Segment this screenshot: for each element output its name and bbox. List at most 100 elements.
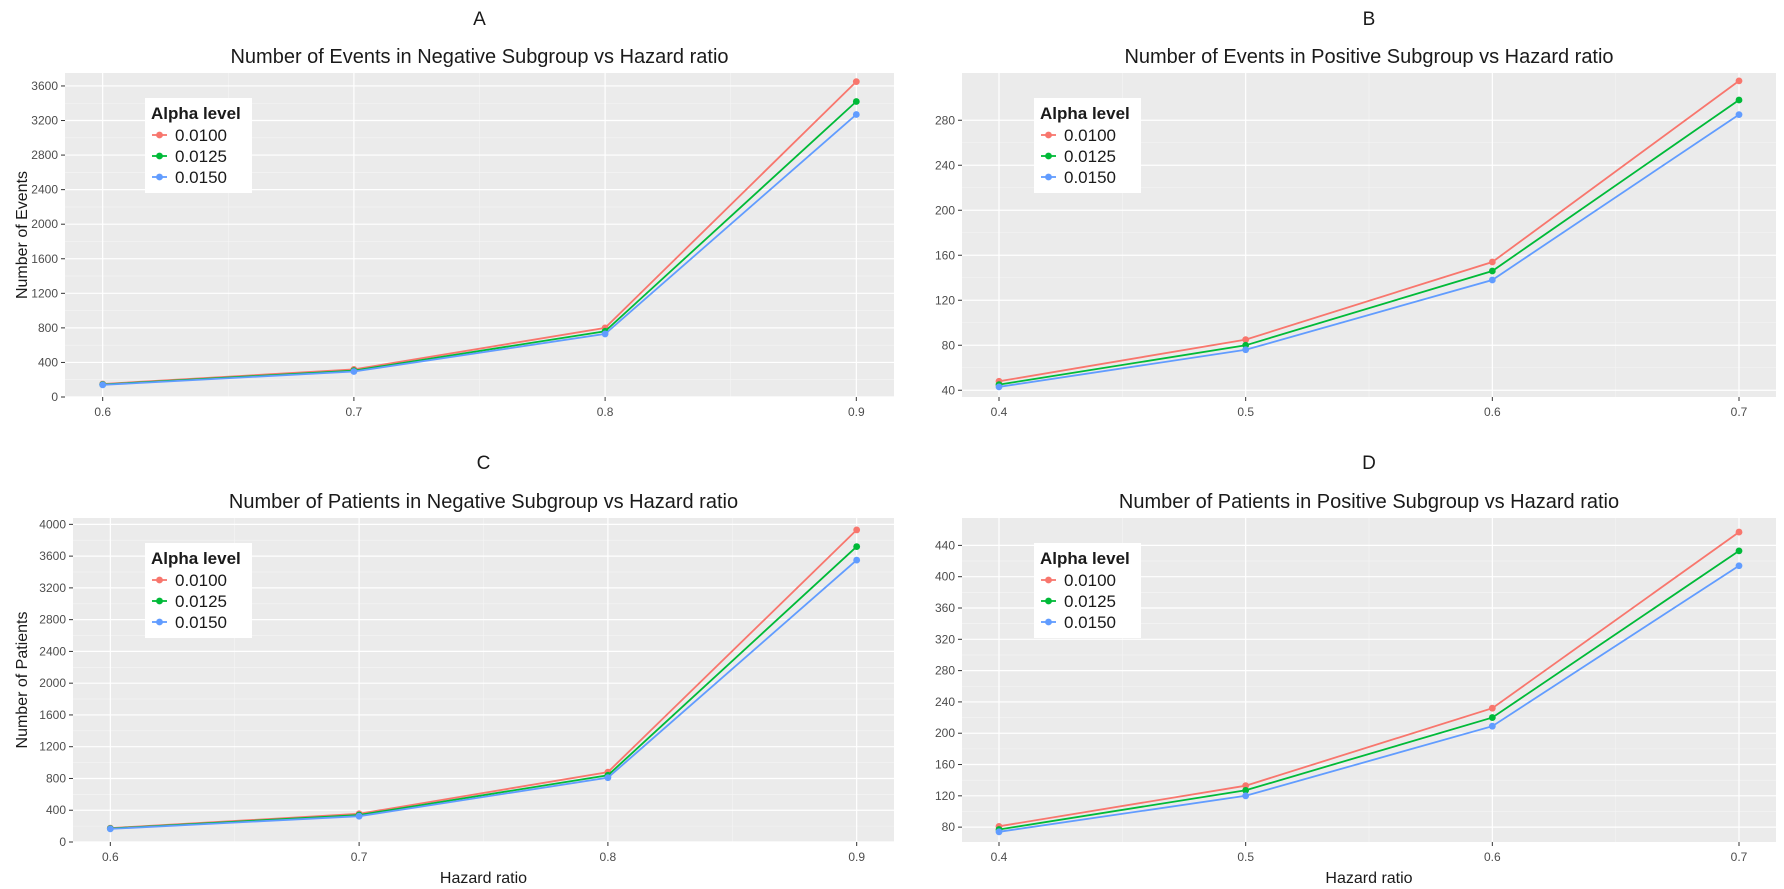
panel-d: D Number of Patients in Positive Subgroup… <box>935 453 1776 887</box>
legend-key-point <box>1045 597 1052 605</box>
series-line-0.0125 <box>998 550 1740 831</box>
legend-label: 0.0125 <box>175 592 227 611</box>
legend-label: 0.0150 <box>175 613 227 632</box>
legend-key-point <box>156 173 163 181</box>
y-tick-label: 400 <box>38 355 58 369</box>
series-line-0.0125 <box>998 99 1740 386</box>
legend-label: 0.0125 <box>175 147 227 166</box>
x-tick-label: 0.6 <box>1484 850 1501 864</box>
panel-c: C Number of Patients in Negative Subgroup… <box>14 453 894 887</box>
data-point-0.0150 <box>355 812 363 820</box>
legend-label: 0.0125 <box>1064 592 1116 611</box>
legend-label: 0.0150 <box>1064 613 1116 632</box>
data-point-0.0150 <box>106 825 114 833</box>
y-tick-label: 2000 <box>31 217 58 231</box>
y-tick-label: 40 <box>942 383 956 397</box>
x-tick-label: 0.5 <box>1237 405 1254 419</box>
data-point-0.0100 <box>853 526 861 534</box>
data-point-0.0150 <box>995 828 1003 836</box>
series-line-0.0150 <box>998 564 1740 833</box>
legend: Alpha level 0.0100 0.0125 0.0150 <box>145 98 252 193</box>
y-tick-label: 80 <box>942 820 956 834</box>
y-tick-label: 2800 <box>39 613 66 627</box>
y-axis-title: Number of Events <box>14 171 31 299</box>
x-tick-label: 0.4 <box>991 850 1008 864</box>
legend-label: 0.0150 <box>175 168 227 187</box>
legend-label: 0.0100 <box>1064 571 1116 590</box>
legend-label: 0.0150 <box>1064 168 1116 187</box>
x-axis-title: Hazard ratio <box>1325 870 1412 887</box>
data-point-0.0150 <box>1242 346 1250 354</box>
x-tick-label: 0.4 <box>991 405 1008 419</box>
legend-key-point <box>156 152 163 160</box>
panel-tag: A <box>473 9 486 30</box>
data-point-0.0125 <box>852 98 860 105</box>
legend-label: 0.0100 <box>175 126 227 145</box>
panel-a: A Number of Events in Negative Subgroup v… <box>14 9 894 419</box>
series-line-0.0150 <box>110 559 858 830</box>
y-tick-label: 160 <box>935 758 955 772</box>
chart-title: Number of Patients in Negative Subgroup … <box>229 491 738 513</box>
data-point-0.0150 <box>604 774 612 782</box>
y-tick-label: 800 <box>46 771 66 785</box>
chart-title: Number of Events in Negative Subgroup vs… <box>230 46 728 68</box>
legend: Alpha level 0.0100 0.0125 0.0150 <box>1034 98 1141 193</box>
y-tick-label: 0 <box>59 835 66 849</box>
x-tick-label: 0.5 <box>1237 850 1254 864</box>
legend-label: 0.0100 <box>1064 126 1116 145</box>
data-point-0.0150 <box>852 111 860 118</box>
data-point-0.0100 <box>1242 336 1250 344</box>
data-point-0.0150 <box>99 381 107 389</box>
x-tick-label: 0.9 <box>848 405 865 419</box>
y-tick-label: 200 <box>935 203 955 217</box>
y-tick-label: 3200 <box>31 114 58 128</box>
x-tick-label: 0.7 <box>1731 850 1748 864</box>
y-tick-label: 1200 <box>31 286 58 300</box>
series-line-0.0150 <box>102 113 857 386</box>
y-tick-label: 360 <box>935 601 955 615</box>
legend-key-point <box>1045 131 1052 139</box>
y-axis-title: Number of Patients <box>14 612 31 749</box>
data-point-0.0125 <box>1735 96 1743 104</box>
data-point-0.0150 <box>1488 722 1496 730</box>
y-tick-label: 200 <box>935 726 955 740</box>
y-tick-label: 1200 <box>39 740 66 754</box>
legend-label: 0.0100 <box>175 571 227 590</box>
x-tick-label: 0.7 <box>346 405 363 419</box>
panel-tag: B <box>1363 9 1376 30</box>
legend-title: Alpha level <box>151 549 241 568</box>
chart-title: Number of Patients in Positive Subgroup … <box>1119 491 1619 513</box>
x-tick-label: 0.6 <box>94 405 111 419</box>
y-tick-label: 2800 <box>31 148 58 162</box>
y-tick-label: 3600 <box>39 549 66 563</box>
y-tick-label: 280 <box>935 113 955 127</box>
legend-title: Alpha level <box>151 104 241 123</box>
y-tick-label: 4000 <box>39 517 66 531</box>
y-tick-label: 240 <box>935 695 955 709</box>
series-line-0.0100 <box>998 531 1740 828</box>
legend-label: 0.0125 <box>1064 147 1116 166</box>
legend-key-point <box>156 131 163 139</box>
x-tick-label: 0.7 <box>1731 405 1748 419</box>
data-point-0.0150 <box>350 368 358 375</box>
y-tick-label: 160 <box>935 248 955 262</box>
chart-title: Number of Events in Positive Subgroup vs… <box>1124 46 1613 68</box>
x-tick-label: 0.6 <box>102 850 119 864</box>
data-point-0.0100 <box>1735 77 1743 85</box>
y-tick-label: 3200 <box>39 581 66 595</box>
data-point-0.0125 <box>1735 547 1743 555</box>
x-tick-label: 0.7 <box>351 850 368 864</box>
y-tick-label: 80 <box>942 338 956 352</box>
data-point-0.0100 <box>1488 258 1496 266</box>
y-tick-label: 240 <box>935 158 955 172</box>
legend-key-point <box>1045 618 1052 626</box>
y-tick-label: 3600 <box>31 79 58 93</box>
panel-tag: D <box>1362 453 1376 474</box>
legend-key-point <box>156 597 163 605</box>
y-tick-label: 320 <box>935 632 955 646</box>
data-point-0.0125 <box>1488 267 1496 275</box>
panel-tag: C <box>477 453 491 474</box>
x-tick-label: 0.9 <box>848 850 865 864</box>
y-tick-label: 400 <box>935 570 955 584</box>
